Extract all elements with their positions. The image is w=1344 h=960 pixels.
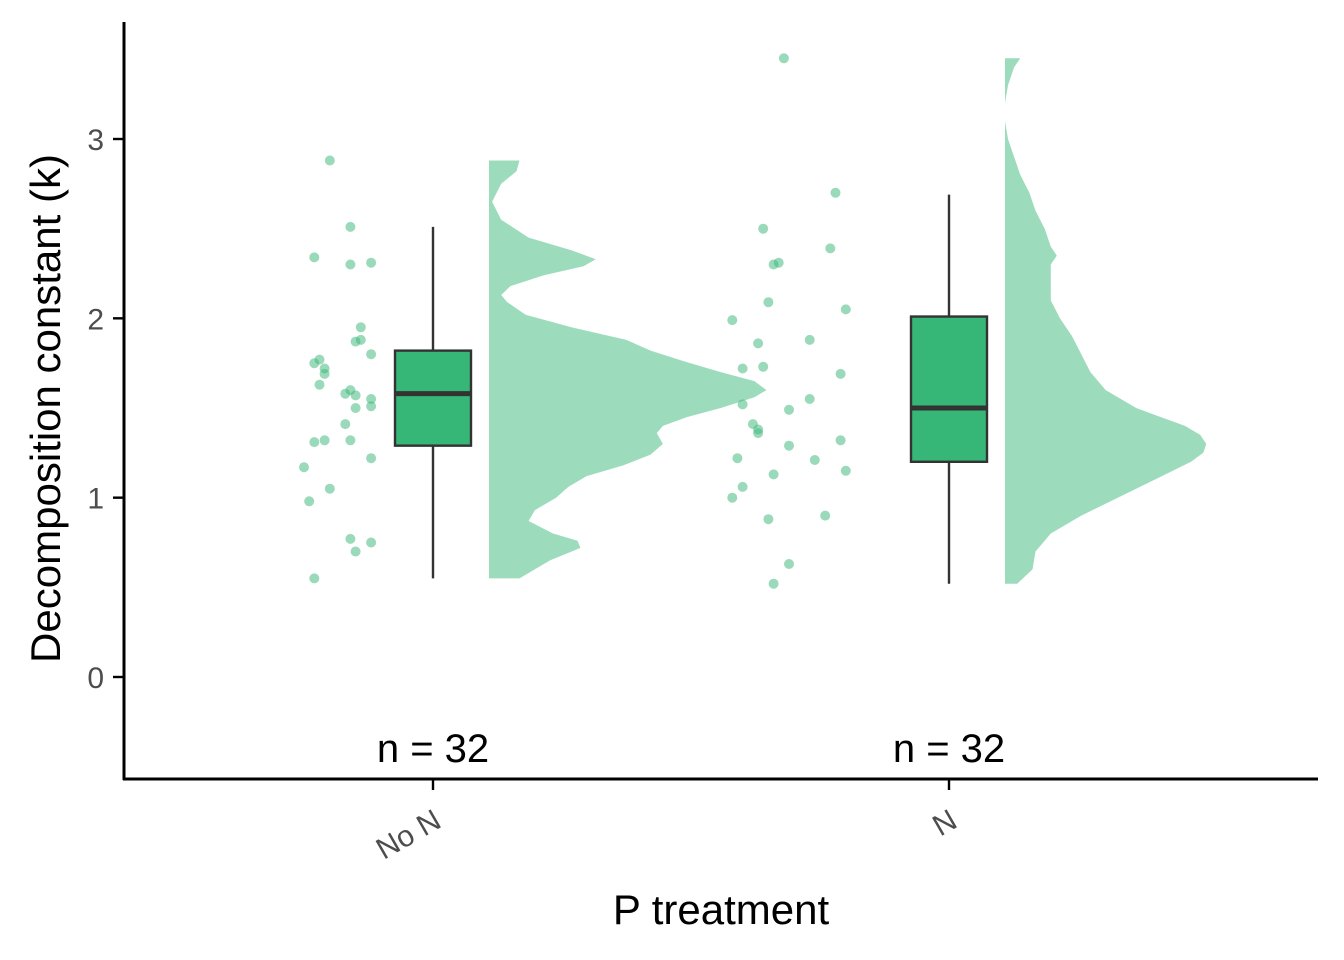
data-point-no-n [340, 419, 351, 430]
data-point-n [753, 428, 764, 439]
data-point-n [758, 223, 769, 234]
data-point-n [784, 404, 794, 415]
data-point-no-n [304, 496, 315, 507]
data-point-no-n [366, 453, 377, 464]
density-layer [489, 58, 1207, 584]
box-no-n [393, 349, 473, 447]
data-point-no-n [366, 394, 377, 404]
data-point-n [784, 559, 794, 569]
y-tick-label-0: 0 [87, 662, 104, 695]
data-point-n [737, 363, 748, 374]
x-axis-title: P treatment [613, 886, 830, 933]
data-point-no-n [345, 259, 356, 270]
data-point-no-n [345, 435, 356, 446]
data-point-n [825, 243, 836, 254]
data-point-no-n [366, 349, 377, 360]
data-point-n [804, 394, 815, 404]
data-point-no-n [345, 221, 356, 232]
data-point-n [840, 304, 851, 315]
data-point-no-n [324, 483, 335, 494]
data-point-n [809, 455, 820, 465]
axes-layer [122, 22, 1318, 781]
y-tick-label-1: 1 [87, 483, 104, 516]
density-n [1005, 58, 1207, 584]
data-point-no-n [366, 401, 377, 412]
data-point-no-n [350, 336, 361, 347]
box-n [909, 315, 989, 464]
data-point-no-n [355, 322, 366, 333]
data-point-n [778, 53, 789, 64]
data-point-no-n [350, 546, 361, 557]
data-point-n [768, 578, 779, 589]
data-point-no-n [324, 155, 335, 166]
data-point-n [830, 187, 841, 198]
data-point-n [768, 259, 779, 270]
count-label-n: n = 32 [893, 727, 1005, 771]
data-point-n [840, 465, 851, 476]
x-tick-label-n: N [927, 803, 962, 842]
data-point-n [768, 469, 779, 480]
data-point-no-n [350, 403, 361, 413]
data-point-n [732, 453, 743, 464]
data-point-no-n [319, 368, 330, 379]
data-point-n [753, 338, 764, 349]
data-point-no-n [340, 388, 351, 399]
data-point-no-n [299, 462, 309, 473]
data-point-n [835, 368, 846, 379]
y-tick-label-3: 3 [87, 124, 104, 157]
data-point-n [804, 334, 815, 345]
data-point-n [758, 361, 769, 372]
data-point-no-n [350, 390, 361, 401]
y-axis-title: Decomposition constant (k) [22, 154, 69, 663]
data-point-n [763, 514, 774, 525]
data-point-no-n [309, 358, 320, 369]
data-point-n [737, 481, 748, 492]
data-point-no-n [309, 437, 320, 448]
data-point-n [727, 492, 738, 503]
data-point-no-n [366, 537, 377, 548]
density-no-n [489, 160, 767, 579]
data-point-n [835, 435, 846, 446]
data-point-no-n [319, 435, 330, 446]
count-labels-layer: n = 32 n = 32 [377, 727, 1005, 771]
data-point-n [784, 440, 794, 451]
data-point-n [820, 510, 831, 521]
data-point-n [763, 297, 774, 308]
y-tick-label-2: 2 [87, 303, 104, 336]
data-point-no-n [345, 533, 356, 544]
data-point-n [727, 315, 738, 326]
data-point-no-n [366, 257, 377, 268]
data-point-no-n [309, 573, 320, 584]
data-point-n [737, 399, 748, 410]
count-label-no-n: n = 32 [377, 727, 489, 771]
boxplot-layer [393, 194, 989, 584]
points-layer [299, 53, 851, 589]
data-point-no-n [314, 379, 325, 390]
data-point-no-n [309, 252, 320, 263]
x-tick-label-no-n: No N [371, 803, 447, 866]
